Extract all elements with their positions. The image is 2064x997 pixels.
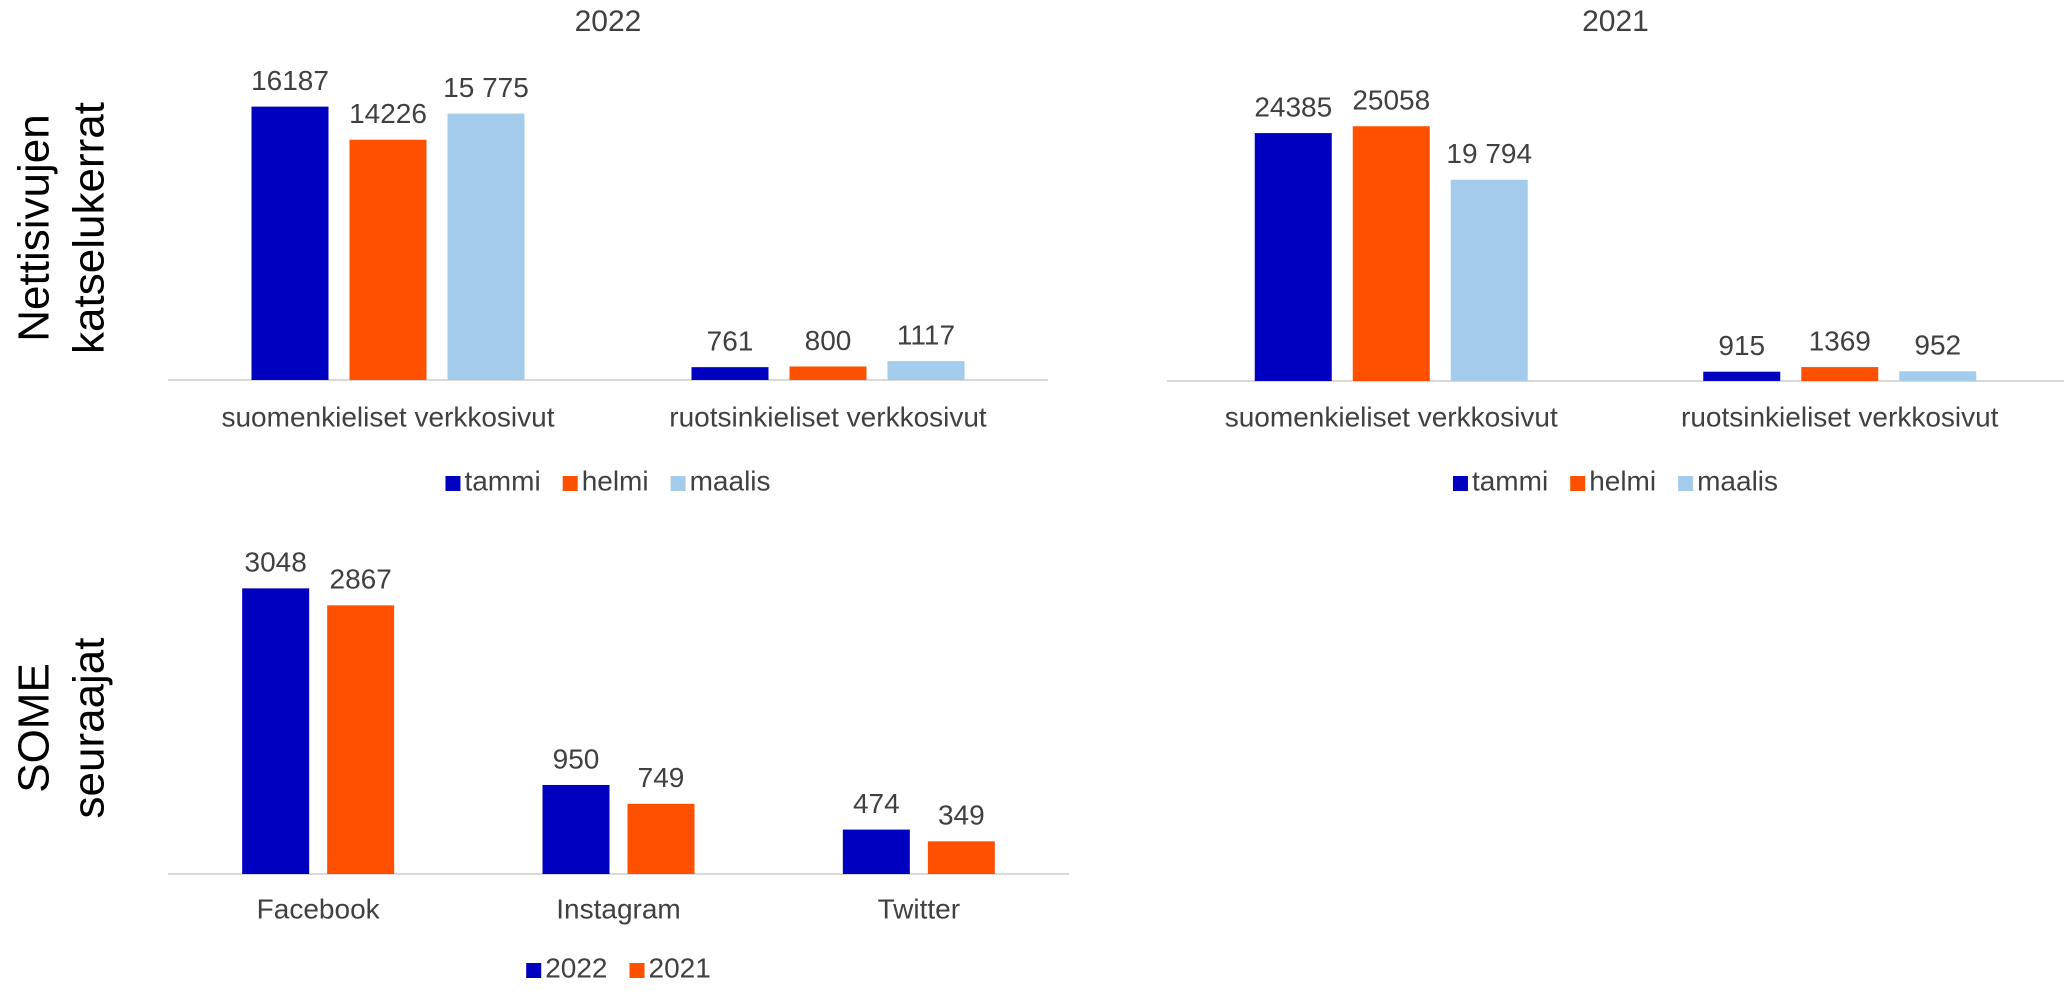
data-label: 950 xyxy=(553,743,600,774)
bar xyxy=(447,113,525,381)
data-label: 349 xyxy=(938,800,985,831)
bar xyxy=(1801,367,1879,381)
bar xyxy=(251,106,329,380)
legend-label: tammi xyxy=(464,465,540,496)
x-tick-label: Instagram xyxy=(556,893,681,924)
x-tick-label: ruotsinkieliset verkkosivut xyxy=(669,401,987,432)
x-tick-label: suomenkieliset verkkosivut xyxy=(221,401,554,432)
data-label: 24385 xyxy=(1254,91,1332,122)
bar xyxy=(1254,133,1332,381)
bar xyxy=(842,829,910,874)
legend-label: helmi xyxy=(582,465,649,496)
data-label: 2867 xyxy=(330,564,392,595)
bar xyxy=(789,366,867,380)
y-axis-label: katselukerrat xyxy=(65,102,114,354)
bar xyxy=(349,139,427,380)
bar xyxy=(1899,371,1977,381)
data-label: 3048 xyxy=(245,547,307,578)
data-label: 16187 xyxy=(251,65,329,96)
legend-swatch xyxy=(629,963,645,978)
data-label: 474 xyxy=(853,788,900,819)
legend-swatch xyxy=(670,476,686,491)
legend-swatch xyxy=(445,476,461,491)
data-label: 800 xyxy=(805,325,852,356)
data-label: 25058 xyxy=(1352,85,1430,116)
y-axis-label: SOME xyxy=(10,663,59,793)
bar xyxy=(627,803,695,874)
legend-swatch xyxy=(526,963,542,978)
legend-label: maalis xyxy=(690,465,771,496)
data-label: 915 xyxy=(1718,330,1765,361)
legend-swatch xyxy=(1452,476,1468,491)
bar xyxy=(927,841,995,874)
legend-swatch xyxy=(1570,476,1586,491)
x-tick-label: suomenkieliset verkkosivut xyxy=(1225,401,1558,432)
bar xyxy=(691,367,769,380)
chart-title: 2021 xyxy=(1582,5,1649,38)
bar xyxy=(1450,179,1528,381)
data-label: 749 xyxy=(638,762,685,793)
y-axis-label: Nettisivujen xyxy=(10,114,59,341)
legend-label: 2022 xyxy=(545,952,607,983)
data-label: 14226 xyxy=(349,98,427,129)
data-label: 15 775 xyxy=(443,72,529,103)
data-label: 1369 xyxy=(1809,325,1871,356)
x-tick-label: ruotsinkieliset verkkosivut xyxy=(1681,401,1999,432)
data-label: 761 xyxy=(707,326,754,357)
legend-label: 2021 xyxy=(649,952,711,983)
bar xyxy=(1703,371,1781,381)
chart-title: 2022 xyxy=(575,5,642,38)
y-axis-label: seuraajat xyxy=(65,637,114,818)
bar xyxy=(542,784,610,874)
legend-swatch xyxy=(1678,476,1694,491)
bar xyxy=(1352,126,1430,381)
data-label: 952 xyxy=(1914,330,1961,361)
data-label: 19 794 xyxy=(1446,138,1532,169)
bar xyxy=(327,605,395,874)
bar xyxy=(887,361,965,380)
data-label: 1117 xyxy=(897,320,955,351)
legend-label: maalis xyxy=(1697,465,1778,496)
legend-label: tammi xyxy=(1472,465,1548,496)
bar xyxy=(242,588,310,874)
legend-swatch xyxy=(562,476,578,491)
x-tick-label: Twitter xyxy=(878,893,960,924)
legend-label: helmi xyxy=(1589,465,1656,496)
x-tick-label: Facebook xyxy=(257,893,381,924)
